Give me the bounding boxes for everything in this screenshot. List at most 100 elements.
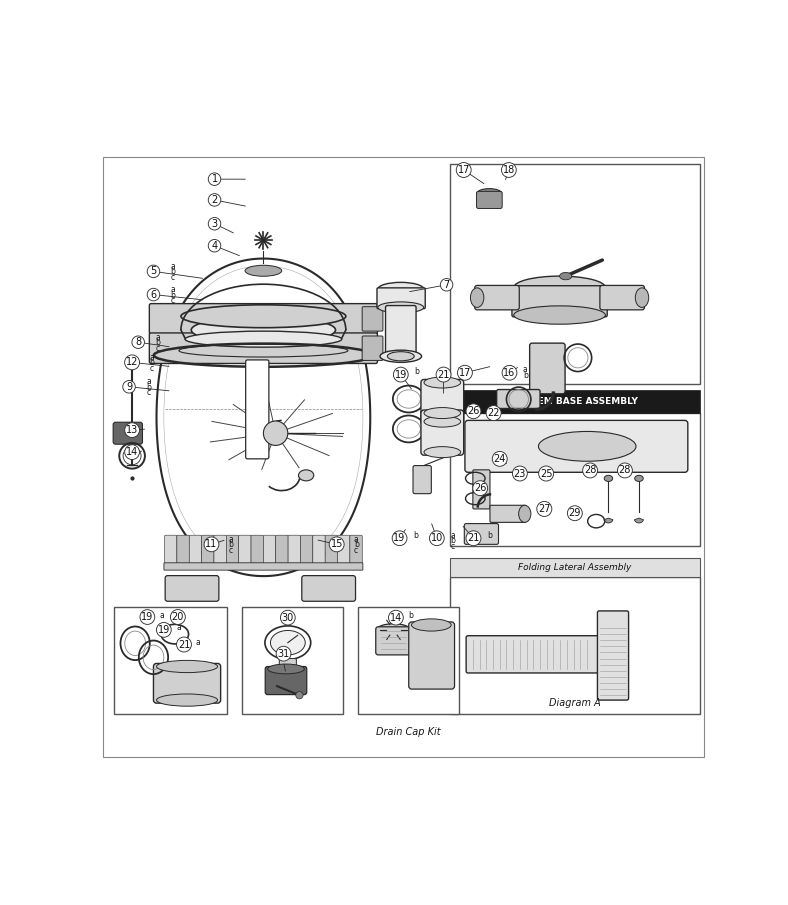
Text: b: b <box>146 383 151 392</box>
Text: 16: 16 <box>504 367 515 377</box>
Ellipse shape <box>157 694 217 706</box>
Text: 24: 24 <box>493 453 506 464</box>
PathPatch shape <box>157 259 370 576</box>
Wedge shape <box>604 518 613 523</box>
Text: c: c <box>170 296 175 305</box>
FancyBboxPatch shape <box>464 524 499 544</box>
Ellipse shape <box>514 276 605 299</box>
FancyBboxPatch shape <box>477 191 502 208</box>
FancyBboxPatch shape <box>150 303 377 334</box>
FancyBboxPatch shape <box>600 285 645 310</box>
Ellipse shape <box>514 306 605 324</box>
Text: 19: 19 <box>141 612 154 622</box>
Text: 1: 1 <box>211 174 217 184</box>
Ellipse shape <box>157 661 217 672</box>
FancyBboxPatch shape <box>288 535 300 565</box>
Circle shape <box>296 691 303 699</box>
Text: 19: 19 <box>158 624 170 634</box>
Ellipse shape <box>477 188 501 198</box>
Text: a: a <box>170 262 175 271</box>
Text: 15: 15 <box>330 539 343 549</box>
Text: 6: 6 <box>151 290 157 300</box>
FancyBboxPatch shape <box>421 410 463 455</box>
Text: b: b <box>354 540 359 549</box>
Ellipse shape <box>191 316 336 344</box>
Text: 19: 19 <box>393 533 406 543</box>
Text: 21: 21 <box>437 369 450 379</box>
FancyBboxPatch shape <box>409 622 455 689</box>
Text: b: b <box>457 367 462 376</box>
Text: c: c <box>155 344 159 353</box>
Text: 29: 29 <box>569 509 581 519</box>
Text: 12: 12 <box>126 357 138 367</box>
Text: b: b <box>408 611 413 620</box>
Text: a: a <box>176 624 180 633</box>
Ellipse shape <box>634 475 643 481</box>
Text: a: a <box>523 366 528 374</box>
Text: b: b <box>170 291 176 300</box>
Text: b: b <box>414 367 419 376</box>
FancyBboxPatch shape <box>189 535 202 565</box>
Text: 26: 26 <box>467 406 480 416</box>
Text: b: b <box>487 530 492 539</box>
FancyBboxPatch shape <box>150 333 377 364</box>
FancyBboxPatch shape <box>358 606 459 713</box>
FancyBboxPatch shape <box>473 470 490 509</box>
Text: 17: 17 <box>459 367 471 377</box>
FancyBboxPatch shape <box>465 421 688 472</box>
Text: 22: 22 <box>487 408 500 418</box>
FancyBboxPatch shape <box>597 611 629 700</box>
Text: a: a <box>229 535 233 544</box>
Ellipse shape <box>411 619 452 631</box>
Text: SYSTEM BASE ASSEMBLY: SYSTEM BASE ASSEMBLY <box>512 397 637 406</box>
FancyBboxPatch shape <box>113 423 143 444</box>
FancyBboxPatch shape <box>165 576 219 601</box>
Text: 10: 10 <box>431 533 443 543</box>
Text: 18: 18 <box>503 165 515 175</box>
Ellipse shape <box>424 407 461 418</box>
Text: a: a <box>155 333 160 342</box>
Text: 3: 3 <box>211 219 217 229</box>
Ellipse shape <box>424 377 461 388</box>
Text: Drain Cap Kit: Drain Cap Kit <box>376 727 440 737</box>
Text: 25: 25 <box>540 469 552 479</box>
Text: 2: 2 <box>211 195 217 205</box>
FancyBboxPatch shape <box>450 390 700 413</box>
FancyBboxPatch shape <box>279 659 296 673</box>
Text: 11: 11 <box>206 539 217 549</box>
FancyBboxPatch shape <box>246 360 269 459</box>
Text: 21: 21 <box>178 640 190 650</box>
FancyBboxPatch shape <box>474 285 519 310</box>
FancyBboxPatch shape <box>300 535 313 565</box>
FancyBboxPatch shape <box>350 535 362 565</box>
Text: a: a <box>450 530 455 539</box>
Text: a: a <box>149 353 154 362</box>
Text: 27: 27 <box>538 504 551 514</box>
Ellipse shape <box>470 288 484 308</box>
Ellipse shape <box>604 475 613 481</box>
FancyBboxPatch shape <box>512 286 608 317</box>
Text: 31: 31 <box>277 649 290 659</box>
Ellipse shape <box>268 664 304 674</box>
Text: c: c <box>170 273 175 282</box>
Text: 14: 14 <box>390 613 402 623</box>
FancyBboxPatch shape <box>421 379 463 424</box>
Wedge shape <box>634 518 644 523</box>
Ellipse shape <box>519 505 531 522</box>
Text: b: b <box>170 268 176 277</box>
FancyBboxPatch shape <box>385 306 416 358</box>
Text: a: a <box>159 611 165 620</box>
Ellipse shape <box>270 631 305 655</box>
FancyBboxPatch shape <box>242 606 343 713</box>
FancyBboxPatch shape <box>263 535 276 565</box>
Text: 7: 7 <box>444 280 450 290</box>
Text: a: a <box>170 285 175 294</box>
FancyBboxPatch shape <box>165 535 177 565</box>
Text: c: c <box>354 546 358 555</box>
Text: 19: 19 <box>395 369 407 379</box>
Text: b: b <box>155 338 160 348</box>
FancyBboxPatch shape <box>266 666 307 694</box>
Text: c: c <box>450 542 455 550</box>
FancyBboxPatch shape <box>214 535 226 565</box>
Text: 23: 23 <box>514 469 526 479</box>
